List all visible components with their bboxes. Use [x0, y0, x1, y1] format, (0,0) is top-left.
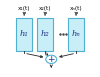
Text: h₁: h₁: [20, 30, 28, 38]
Bar: [23, 12, 25, 13]
Bar: [44, 12, 46, 13]
Text: x₁(t): x₁(t): [18, 6, 30, 11]
Circle shape: [46, 55, 57, 64]
Text: xₙ(t): xₙ(t): [70, 6, 82, 11]
Bar: [37, 18, 53, 51]
Text: hₙ: hₙ: [72, 30, 80, 38]
Bar: [68, 18, 84, 51]
Text: h₂: h₂: [41, 30, 49, 38]
Text: x₂(t): x₂(t): [39, 6, 51, 11]
Text: +: +: [48, 55, 55, 64]
Bar: [16, 18, 32, 51]
Bar: [75, 12, 77, 13]
